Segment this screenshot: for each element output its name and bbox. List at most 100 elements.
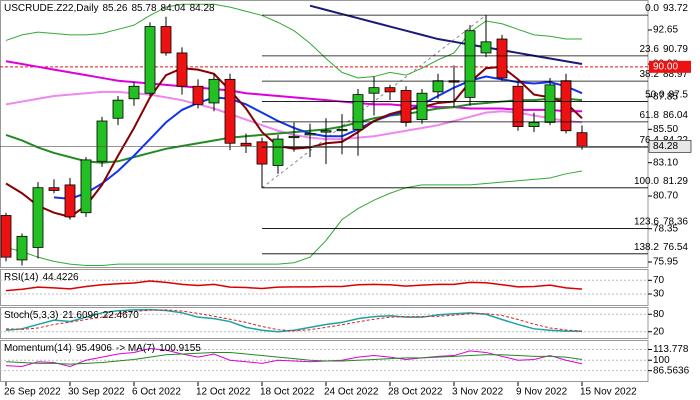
- plot-area: [0, 279, 648, 295]
- fib-label: 123.6 78.36: [634, 216, 688, 227]
- candle-body: [64, 184, 76, 218]
- header-part: 84.28: [190, 3, 215, 14]
- y-tick-label: 20: [653, 326, 665, 337]
- fib-ratio: 50.0: [645, 89, 665, 100]
- indicator-line: [53, 75, 583, 200]
- panel-frame: [0, 340, 649, 382]
- candle-body: [32, 187, 44, 248]
- candle-body: [224, 78, 236, 144]
- fib-ratio: 123.6: [634, 216, 659, 227]
- last-price-label: 84.28: [653, 141, 678, 152]
- panel-frame: [0, 0, 649, 268]
- fib-price: 93.72: [663, 3, 688, 14]
- x-tick-label: 12 Oct 2022: [196, 387, 251, 398]
- candle-body: [528, 121, 540, 127]
- header-part: RSI(14): [4, 272, 38, 283]
- x-tick-label: 15 Nov 2022: [580, 387, 637, 398]
- candle-body: [192, 85, 204, 105]
- y-tick-label: 113.778: [653, 344, 689, 355]
- fib-ratio: 38.2: [640, 69, 660, 80]
- y-tick-label: 92.65: [653, 25, 678, 36]
- header-part: 85.78: [132, 3, 157, 14]
- x-tick-label: 30 Sep 2022: [68, 387, 125, 398]
- fib-ratio: 100.0: [634, 175, 659, 186]
- candle-body: [160, 26, 172, 54]
- y-tick-label: 80.70: [653, 191, 678, 202]
- header-part: 85.26: [102, 3, 127, 14]
- fib-price: 81.29: [663, 175, 688, 186]
- candle-body: [128, 85, 140, 100]
- fib-label: 138.2 76.54: [634, 241, 688, 252]
- fib-ratio: 0.0: [645, 3, 659, 14]
- fib-ratio: 61.8: [640, 109, 660, 120]
- plot-area: [0, 308, 648, 333]
- candle-body: [544, 84, 556, 123]
- candle-body: [560, 80, 572, 132]
- y-tick-label: 75.95: [653, 257, 678, 268]
- fib-price: 86.04: [663, 109, 688, 120]
- candle-body: [144, 26, 156, 94]
- x-tick-label: 3 Nov 2022: [452, 387, 504, 398]
- fib-label: 23.6 90.79: [640, 43, 689, 54]
- candle-body: [432, 80, 444, 93]
- candle-body: [320, 130, 332, 133]
- panel-frame: [0, 269, 649, 306]
- panel-frame: [0, 307, 649, 339]
- candle-body: [16, 235, 28, 261]
- indicator-line: [5, 308, 583, 333]
- indicator-line: [5, 170, 583, 266]
- y-tick-label: 87.85: [653, 91, 678, 102]
- level-box: [649, 60, 691, 73]
- candle-body: [384, 87, 396, 93]
- candle-body: [400, 90, 412, 123]
- x-tick-label: 24 Oct 2022: [324, 387, 379, 398]
- candle-body: [96, 120, 108, 162]
- panel-header: Momentum(14) 95.4906 -> MA(7) 100.9155: [4, 343, 201, 354]
- x-tick-label: 18 Oct 2022: [260, 387, 315, 398]
- fib-price: 87.5: [669, 89, 689, 100]
- candle-body: [256, 141, 268, 165]
- candle-body: [272, 138, 284, 166]
- header-part: 100.9155: [159, 343, 201, 354]
- fib-label: 100.0 81.29: [634, 175, 688, 186]
- panel-header: USCRUDE.Z22,Daily 85.26 85.78 84.04 84.28: [4, 3, 215, 14]
- y-tick-label: 100: [653, 355, 670, 366]
- fib-ratio: 23.6: [640, 43, 660, 54]
- candle-body: [112, 99, 124, 119]
- header-part: USCRUDE.Z22,Daily: [4, 3, 98, 14]
- fib-ratio: 138.2: [634, 241, 659, 252]
- candle-body: [288, 135, 300, 139]
- y-tick-label: 80: [653, 309, 665, 320]
- candle-body: [240, 142, 252, 147]
- candle-body: [496, 38, 508, 79]
- candle-body: [416, 92, 428, 121]
- indicator-line: [5, 60, 582, 113]
- fib-price: 88.97: [663, 69, 688, 80]
- candle-body: [176, 52, 188, 87]
- y-tick-label: 83.10: [653, 157, 678, 168]
- fib-label: 50.0 87.5: [645, 89, 688, 100]
- y-tick-label: 30: [653, 289, 665, 300]
- indicator-line: [5, 280, 583, 292]
- x-tick-label: 26 Sep 2022: [4, 387, 61, 398]
- y-tick-label: 85.50: [653, 124, 678, 135]
- fib-price: 76.54: [663, 241, 688, 252]
- header-part: -> MA(7): [116, 343, 155, 354]
- candle-body: [80, 159, 92, 214]
- fib-price: 78.36: [663, 216, 688, 227]
- candle-body: [576, 132, 588, 147]
- candle-body: [480, 41, 492, 54]
- header-part: 21.6096: [62, 310, 99, 321]
- candle-body: [208, 78, 220, 104]
- fib-label: 61.8 86.04: [640, 109, 689, 120]
- panel-header: RSI(14) 44.4226: [4, 272, 79, 283]
- x-tick-label: 9 Nov 2022: [516, 387, 568, 398]
- fib-trend: [261, 14, 487, 189]
- candle-body: [336, 128, 348, 132]
- y-tick-label: 78.35: [653, 223, 678, 234]
- level-label: 90.00: [653, 61, 678, 72]
- last-price-box: [648, 139, 692, 153]
- header-part: 44.4226: [42, 272, 79, 283]
- header-part: 95.4906: [76, 343, 113, 354]
- candle-body: [464, 30, 476, 98]
